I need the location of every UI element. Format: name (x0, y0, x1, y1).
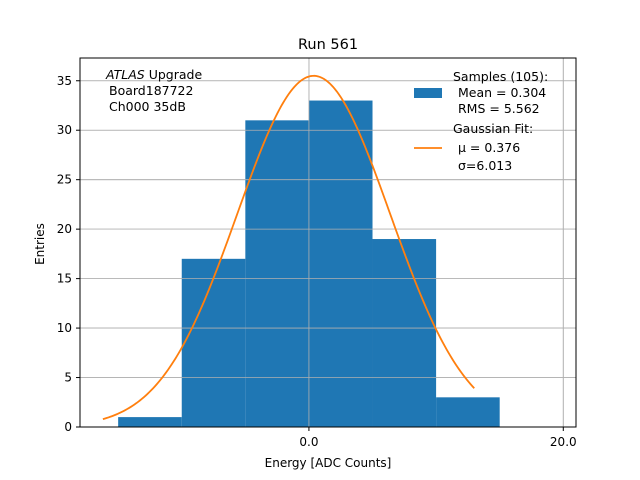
y-tick-label-5: 25 (57, 173, 72, 187)
y-tick-label-7: 35 (57, 74, 72, 88)
annotation-atlas: ATLAS (105, 67, 145, 82)
axes: 0 5 10 15 20 25 30 35 0.0 20.0 (57, 57, 577, 449)
histogram-bar-3 (308, 100, 373, 427)
y-tick-label-3: 15 (57, 272, 72, 286)
histogram-bar-2 (245, 120, 309, 427)
gaussian-fit-curve (102, 74, 475, 421)
y-tick-label-0: 0 (64, 420, 72, 434)
y-tick-label-1: 5 (64, 371, 72, 385)
histogram-bars (80, 58, 576, 428)
x-tick-label-1: 20.0 (550, 435, 577, 449)
legend-hist-line-1: Samples (105): (453, 69, 548, 84)
gaussian-fit (102, 74, 475, 421)
legend-fit-line-2: μ = 0.376 (458, 140, 520, 155)
annotation-upgrade: Upgrade (145, 67, 203, 82)
y-tick-label-4: 20 (57, 222, 72, 236)
legend: Samples (105): Mean = 0.304 RMS = 5.562 … (414, 69, 548, 173)
legend-hist-line-2: Mean = 0.304 (458, 85, 546, 100)
chart-title: Run 561 (298, 37, 358, 53)
histogram-bar-5 (436, 397, 500, 427)
y-axis-label: Entries (33, 223, 47, 265)
x-axis-label: Energy [ADC Counts] (265, 456, 392, 470)
histogram-bar-0 (118, 417, 182, 427)
svg-text:ATLAS Upgrade: ATLAS Upgrade (105, 67, 202, 82)
legend-hist-swatch (414, 88, 442, 98)
histogram-bar-1 (181, 258, 246, 427)
plot-frame (79, 57, 577, 428)
annotation-channel: Ch000 35dB (109, 99, 186, 114)
y-tick-label-6: 30 (57, 123, 72, 137)
x-tick-label-0: 0.0 (299, 435, 318, 449)
annotation-board: Board187722 (109, 83, 193, 98)
y-tick-label-2: 10 (57, 321, 72, 335)
histogram-bar-4 (372, 239, 437, 427)
legend-fit-line-1: Gaussian Fit: (453, 121, 533, 136)
legend-fit-line-3: σ=6.013 (458, 158, 512, 173)
legend-hist-line-3: RMS = 5.562 (458, 101, 540, 116)
annotation-box: ATLAS Upgrade Board187722 Ch000 35dB (105, 67, 202, 114)
